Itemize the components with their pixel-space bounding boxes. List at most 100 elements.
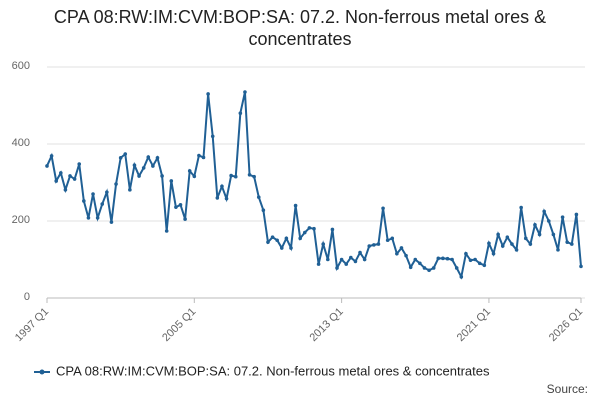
x-tick-label: 2021 Q1	[455, 306, 493, 344]
point	[349, 255, 353, 260]
source: Source:	[547, 382, 588, 396]
point	[473, 257, 477, 262]
point	[500, 244, 505, 248]
point	[187, 169, 192, 173]
point	[289, 246, 293, 250]
point	[146, 155, 151, 159]
point	[395, 251, 399, 256]
point	[224, 196, 229, 201]
point	[477, 261, 482, 266]
point	[151, 164, 155, 168]
point	[344, 262, 349, 266]
point	[298, 236, 302, 241]
x-tick-label: 1997 Q1	[13, 306, 51, 344]
point	[468, 258, 473, 263]
point	[418, 261, 422, 266]
point	[408, 265, 413, 270]
point	[399, 246, 404, 250]
point	[514, 248, 519, 252]
point	[141, 166, 146, 170]
point	[105, 190, 109, 194]
point	[100, 202, 105, 206]
point	[487, 241, 491, 246]
point	[569, 242, 574, 246]
point	[330, 227, 335, 232]
point	[174, 205, 178, 209]
point	[358, 250, 362, 255]
y-tick-label: 600	[12, 60, 30, 72]
point	[206, 92, 210, 96]
point	[252, 174, 256, 179]
point	[261, 208, 266, 213]
point	[579, 264, 583, 269]
point	[72, 177, 77, 181]
point	[454, 266, 459, 270]
point	[247, 173, 252, 177]
point	[45, 164, 49, 168]
legend-marker	[39, 369, 45, 375]
point	[68, 174, 72, 178]
point	[302, 230, 307, 235]
point	[422, 266, 427, 270]
point	[335, 266, 339, 270]
point	[376, 242, 381, 246]
point	[155, 156, 160, 160]
point	[316, 262, 321, 266]
point	[178, 203, 183, 207]
point	[77, 162, 82, 166]
point	[270, 235, 275, 239]
point	[49, 154, 54, 158]
point	[256, 195, 261, 199]
point	[385, 238, 390, 243]
point	[169, 179, 174, 183]
point	[164, 229, 169, 233]
point	[339, 257, 344, 262]
point	[390, 236, 395, 241]
point	[496, 232, 500, 237]
point	[445, 256, 450, 261]
point	[160, 174, 164, 178]
point	[238, 111, 243, 115]
point	[427, 268, 431, 273]
point	[528, 242, 533, 246]
x-tick-label: 2013 Q1	[307, 306, 345, 344]
chart-title: CPA 08:RW:IM:CVM:BOP:SA: 07.2. Non-ferro…	[53, 7, 547, 49]
point	[413, 257, 418, 262]
point	[551, 232, 556, 237]
point	[59, 171, 63, 175]
point	[128, 188, 132, 192]
point	[519, 205, 523, 210]
point	[353, 259, 358, 264]
point	[192, 174, 197, 179]
y-tick-label: 200	[12, 214, 30, 226]
point	[523, 236, 528, 241]
point	[505, 235, 510, 239]
point	[54, 179, 59, 183]
x-tick-label: 2005 Q1	[160, 306, 198, 344]
point	[137, 174, 141, 178]
point	[243, 90, 247, 94]
point	[118, 156, 123, 160]
point	[381, 206, 385, 211]
point	[95, 216, 100, 220]
line	[46, 91, 582, 280]
point	[533, 223, 537, 227]
point	[491, 251, 496, 256]
point	[537, 232, 542, 237]
point	[220, 184, 224, 189]
point	[201, 155, 206, 160]
point	[266, 240, 270, 244]
point	[542, 209, 546, 214]
point	[109, 220, 114, 224]
point	[197, 153, 201, 158]
point	[215, 196, 220, 200]
point	[556, 248, 560, 252]
point	[132, 163, 137, 167]
point	[464, 251, 468, 256]
point	[321, 242, 326, 246]
point	[546, 219, 551, 223]
point	[284, 236, 289, 241]
point	[436, 256, 441, 261]
